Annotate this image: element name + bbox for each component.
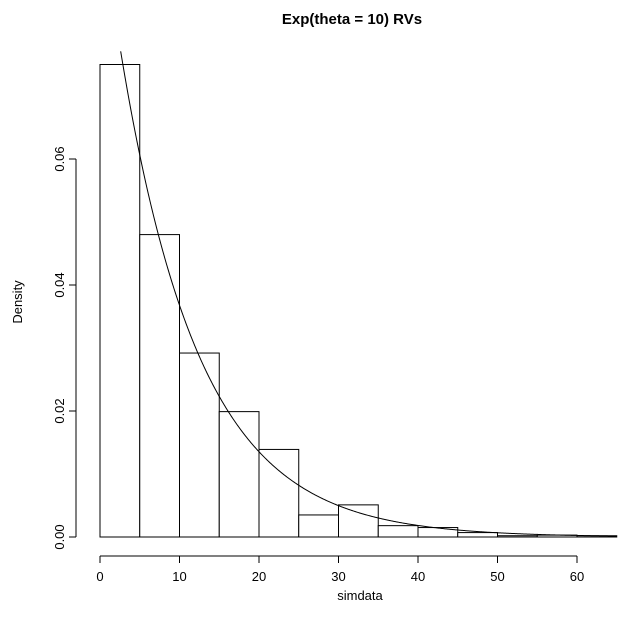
chart-title: Exp(theta = 10) RVs: [282, 11, 422, 28]
histogram-bars: [99, 64, 618, 538]
histogram-bar: [497, 535, 538, 538]
histogram-bar: [99, 64, 141, 538]
x-tick-label: 10: [172, 569, 186, 584]
x-axis-label: simdata: [337, 588, 383, 603]
histogram-bar: [139, 234, 180, 538]
histogram-bar: [258, 448, 300, 538]
x-tick-label: 60: [570, 569, 584, 584]
y-tick-label: 0.04: [52, 272, 67, 297]
y-axis: 0.00 0.02 0.04 0.06: [52, 146, 77, 550]
y-tick-label: 0.02: [52, 398, 67, 423]
x-axis: 0 10 20 30 40 50 60: [96, 555, 584, 584]
histogram-bar: [179, 352, 220, 538]
histogram-bar: [457, 532, 498, 538]
x-tick-label: 0: [96, 569, 103, 584]
histogram-bar: [298, 514, 339, 538]
x-tick-label: 50: [490, 569, 504, 584]
y-tick-label: 0.00: [52, 524, 67, 549]
density-curve: [120, 51, 617, 537]
histogram-bar: [377, 525, 419, 538]
y-tick-label: 0.06: [52, 146, 67, 171]
y-axis-label: Density: [10, 280, 25, 324]
histogram-bar: [218, 411, 260, 538]
x-tick-label: 20: [252, 569, 266, 584]
histogram-bar: [338, 504, 379, 538]
x-tick-label: 30: [331, 569, 345, 584]
x-tick-label: 40: [411, 569, 425, 584]
